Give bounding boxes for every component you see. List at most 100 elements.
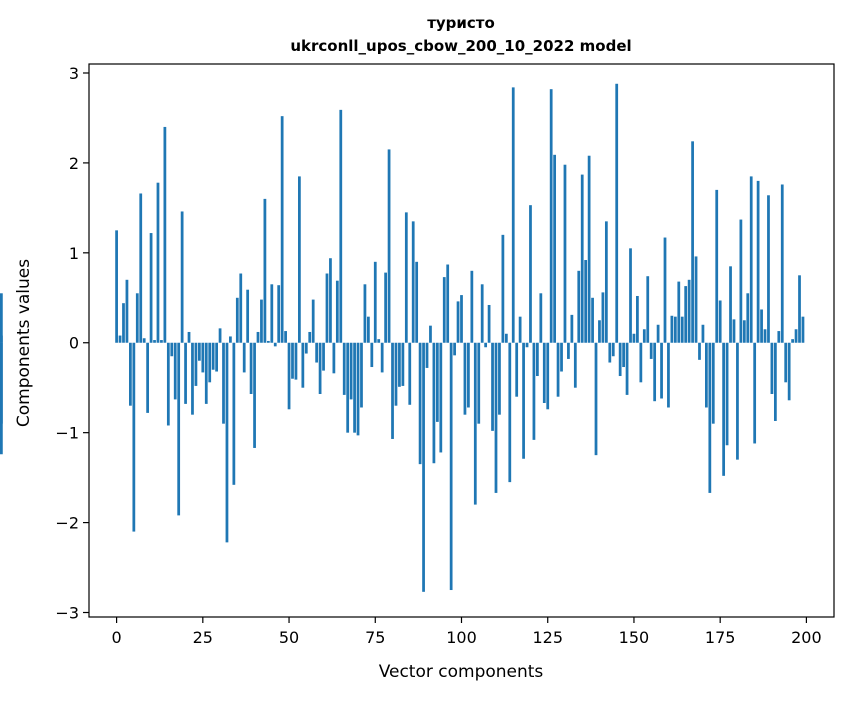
bar-122 [536, 342, 539, 377]
x-tick-label: 200 [791, 628, 822, 647]
bar-139 [594, 342, 598, 456]
bar-99 [456, 301, 460, 343]
bar-110 [494, 342, 498, 493]
bar-121 [532, 342, 536, 440]
bar-167 [691, 141, 694, 343]
bar-10 [149, 233, 153, 343]
bar-91 [429, 325, 432, 343]
x-tick-label: 150 [619, 628, 650, 647]
bar-33 [229, 336, 232, 343]
bar-65 [339, 109, 343, 343]
bar-163 [677, 281, 681, 343]
bar-21 [187, 331, 191, 343]
bar-68 [349, 342, 353, 400]
bar-87 [415, 261, 419, 343]
bar-97 [449, 342, 453, 591]
bar-145 [615, 83, 619, 343]
x-tick-label: 100 [446, 628, 477, 647]
bar-152 [639, 342, 643, 383]
bar-166 [687, 279, 691, 343]
bar-47 [277, 285, 281, 343]
bar-20 [184, 342, 187, 404]
bar-116 [515, 342, 519, 397]
bar-5 [132, 342, 136, 532]
bar-40 [253, 342, 256, 448]
bar-193 [780, 184, 784, 343]
bar-57 [311, 299, 315, 343]
bar-184 [749, 176, 753, 343]
bar-130 [563, 164, 567, 343]
bar-191 [773, 342, 777, 421]
bar-182 [742, 320, 746, 343]
bar-31 [222, 342, 225, 424]
bar-98 [453, 342, 456, 356]
bar-70 [356, 342, 360, 436]
plot-frame [88, 63, 835, 618]
bar-60 [322, 342, 325, 371]
y-tick-label: 3 [69, 64, 79, 83]
bar-192 [777, 331, 781, 343]
bar-103 [470, 270, 474, 343]
chart-subtitle: ukrconll_upos_cbow_200_10_2022 model [290, 37, 631, 55]
bar-6 [135, 293, 139, 343]
bar-115 [511, 87, 515, 343]
bar-72 [363, 284, 367, 343]
bar-134 [577, 270, 581, 343]
bar-64 [335, 280, 339, 343]
bar-188 [763, 329, 767, 343]
bar-195 [787, 342, 791, 401]
bar-141 [601, 292, 605, 343]
bar-104 [473, 342, 477, 505]
bar-85 [408, 342, 412, 405]
bar-196 [791, 339, 794, 343]
bar-90 [425, 342, 429, 368]
y-tick-label: −3 [55, 604, 79, 623]
bar-127 [553, 154, 557, 343]
bar-63 [332, 342, 336, 374]
bar-78 [384, 272, 387, 343]
x-axis-label: Vector components [379, 662, 544, 682]
bar-164 [680, 316, 684, 343]
bar-199 [801, 316, 805, 343]
bar-73 [367, 316, 370, 343]
bar-168 [694, 256, 698, 343]
bar-59 [318, 342, 322, 394]
bar-1 [118, 335, 122, 343]
bar-156 [653, 342, 657, 402]
bar-74 [370, 342, 374, 368]
bar-45 [270, 284, 274, 343]
bar-34 [232, 342, 236, 485]
bar-16 [170, 342, 174, 357]
x-tick-label: 75 [365, 628, 385, 647]
bar-84 [404, 212, 408, 343]
bar-50 [287, 342, 291, 410]
bar-137 [587, 155, 591, 343]
y-tick-label: −1 [55, 424, 79, 443]
bar-138 [591, 297, 594, 343]
x-tick-label: 25 [193, 628, 213, 647]
bar-123 [539, 293, 543, 343]
bar-series [0, 83, 805, 592]
bar-24 [197, 342, 201, 361]
bar-56 [308, 331, 312, 343]
bar-190 [770, 342, 774, 394]
bar-9 [146, 342, 150, 413]
chart-title: туристо [427, 14, 495, 32]
bar-155 [649, 342, 653, 359]
bar-194 [784, 342, 788, 383]
bar-173 [711, 342, 715, 424]
bar-79 [387, 149, 391, 343]
bar-144 [611, 342, 615, 357]
bar-181 [739, 219, 743, 343]
bar-80 [391, 342, 394, 439]
bar-187 [760, 309, 763, 343]
bar-150 [632, 333, 636, 343]
bar-36 [239, 273, 243, 343]
bar-28 [211, 342, 215, 370]
bar-111 [498, 342, 501, 415]
bar-125 [546, 342, 550, 410]
bar-18 [177, 342, 181, 516]
bar-12 [156, 182, 160, 343]
bar-37 [242, 342, 246, 373]
